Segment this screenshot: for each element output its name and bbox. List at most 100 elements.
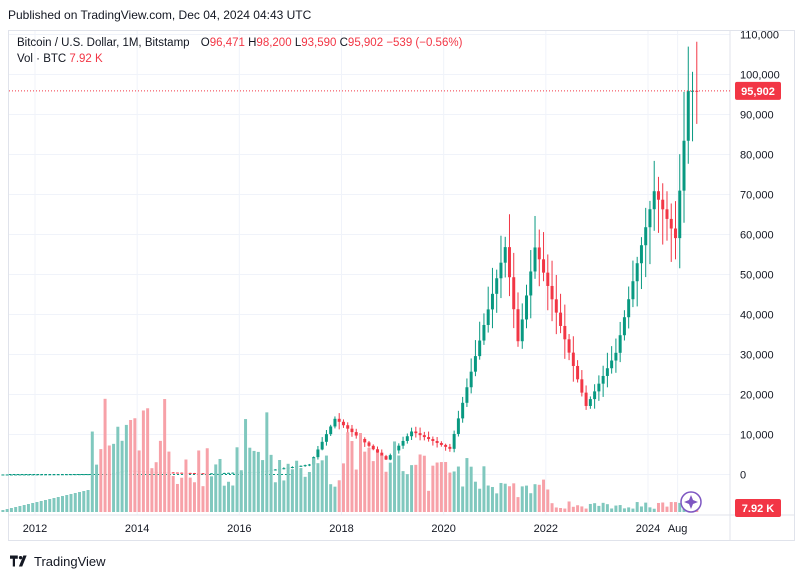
candle-body [69,474,73,476]
volume-bar [90,431,94,512]
volume-bar [465,458,469,512]
sparkle-glyph-icon [684,495,698,509]
candle-body [384,456,388,460]
volume-bar [312,458,316,512]
tradingview-logo-icon [10,555,27,567]
volume-bar [418,454,422,512]
volume-bar [146,408,150,512]
x-tick-label: Aug [668,523,688,535]
x-tick-label: 2012 [23,523,47,535]
volume-bar [48,499,52,512]
volume-bar [410,465,414,512]
published-header: Published on TradingView.com, Dec 04, 20… [0,0,804,30]
volume-bar [358,433,362,512]
volume-bar [14,507,18,512]
volume-bar [614,505,618,512]
volume-bar [252,450,256,512]
candle-body [192,473,196,475]
volume-bar [533,484,537,512]
legend-open-label: O [200,37,210,49]
candle-body [371,445,375,450]
legend-volume-label[interactable]: Vol · BTC [17,53,67,65]
volume-bar [278,460,282,512]
candle-body [580,379,584,393]
volume-bar [503,483,507,512]
candle-body [22,474,26,476]
candle-body [669,218,673,229]
candle-body [14,474,18,476]
candle-body [435,440,439,443]
candle-body [26,474,30,476]
volume-bar [384,471,388,512]
volume-bar [618,505,622,512]
volume-bar [576,505,580,512]
candle-body [469,371,473,388]
x-tick-label: 2022 [534,523,558,535]
candle-body [431,439,435,441]
candle-body [533,247,537,272]
legend-ohlc-row: Bitcoin / U.S. Dollar, 1M, Bitstamp O96,… [17,35,462,51]
candle-body [65,474,69,476]
volume-bar [124,424,128,512]
candle-body [635,263,639,282]
volume-bar [520,486,524,512]
candle-body [350,428,354,433]
volume-bar [652,508,656,512]
volume-bar [120,440,124,512]
candle-body [380,452,384,457]
candle-body [571,352,575,366]
volume-bar [192,482,196,512]
candle-body [307,464,311,466]
candle-body [674,228,677,239]
volume-bar [214,464,218,512]
candle-body [559,312,563,326]
volume-bar [363,451,367,512]
candle-body [82,474,86,476]
chart-frame [8,30,795,541]
candle-body [346,425,350,429]
volume-bar [588,503,592,512]
candle-body [507,247,511,278]
candle-body [584,392,588,406]
candle-body [422,435,426,438]
volume-bar [171,475,175,512]
legend-open-value: 96,471 [209,37,245,49]
volume-bar [665,506,669,512]
candle-body [73,474,77,476]
y-tick-label: 80,000 [740,150,774,162]
candle-body [665,209,669,219]
candle-body [644,227,648,246]
volume-bar [469,466,473,512]
volume-bar [273,482,277,512]
candle-body [542,259,546,273]
candle-body [490,293,494,310]
volume-bar [78,492,82,512]
volume-bar [610,508,614,512]
legend-low-value: 93,590 [301,37,337,49]
candle-body [614,352,618,361]
volume-bar [516,497,520,512]
volume-bar [26,504,30,512]
volume-bar [31,503,35,512]
candle-body [427,437,431,440]
volume-bar [65,495,69,512]
volume-bar [282,480,286,512]
candle-body [622,317,626,336]
y-tick-label: 50,000 [740,270,774,282]
volume-bar [435,462,439,512]
volume-bar [112,443,116,512]
legend-symbol[interactable]: Bitcoin / U.S. Dollar, 1M, Bitstamp [17,37,190,49]
volume-bar [593,503,597,512]
volume-bar [18,506,22,512]
volume-bar [141,410,145,512]
candle-body [503,247,507,263]
volume-bar [486,485,490,512]
volume-bar [218,458,222,512]
y-tick-label: 40,000 [740,310,774,322]
candle-body [678,190,682,239]
volume-bar [133,418,137,512]
volume-bar [537,484,541,512]
volume-bar [669,502,673,512]
volume-bar [307,471,311,512]
